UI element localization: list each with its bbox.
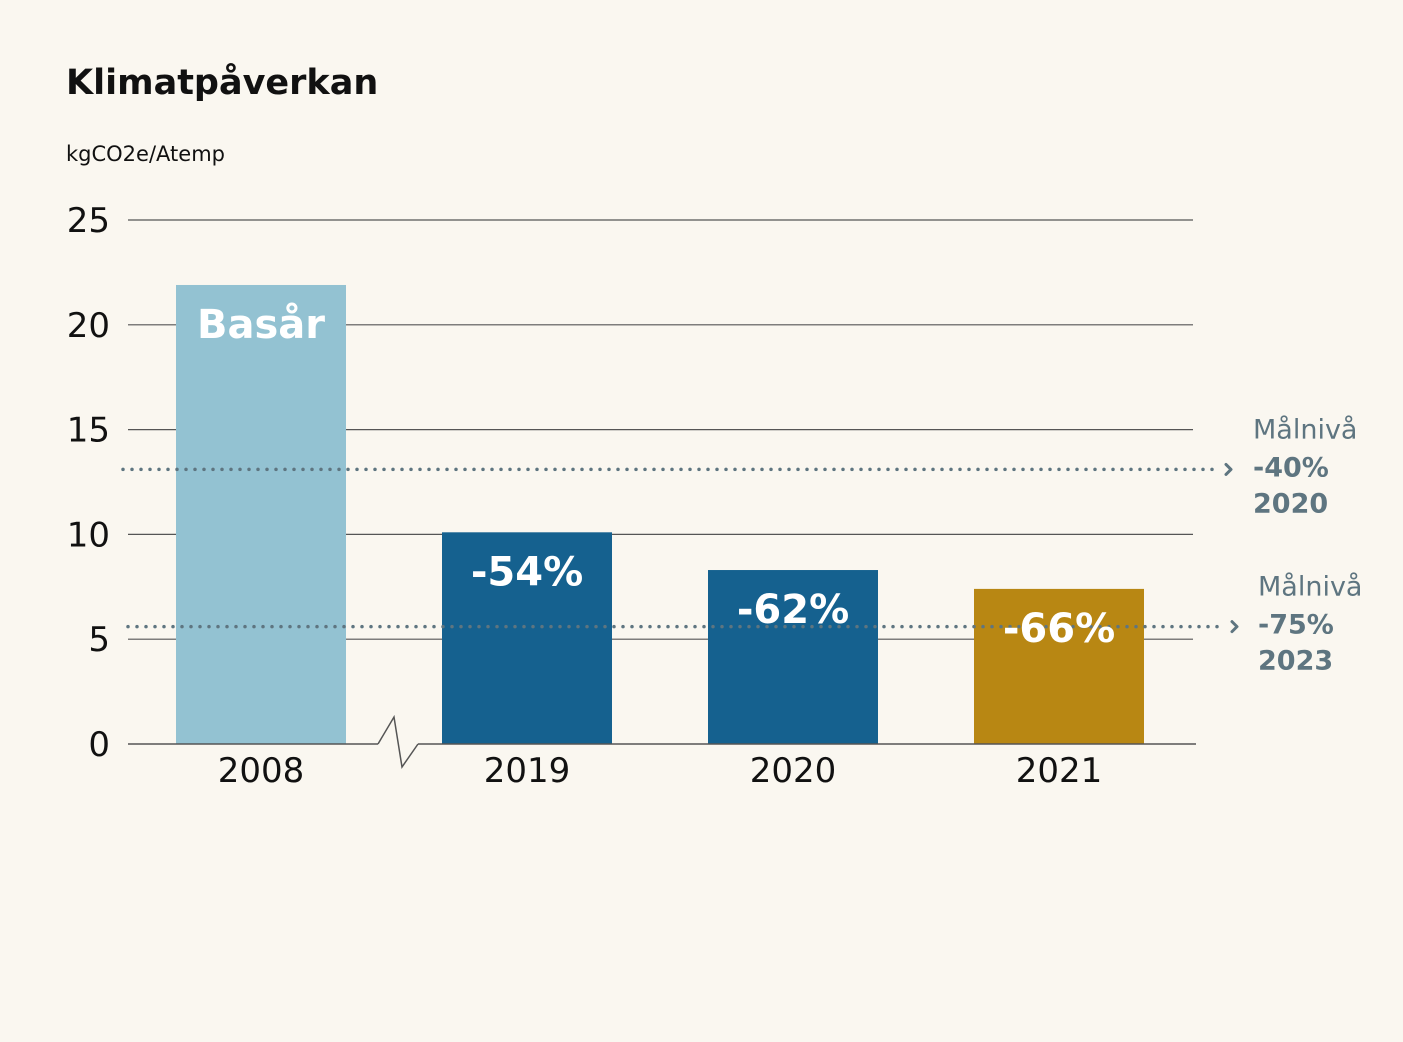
labels-layer: 0 5 10 15 20 25 2008 Basår 2019 -54% 2020 -62% 2021 -…	[67, 201, 1115, 791]
target-arrow	[1230, 620, 1239, 634]
y-tick-label: 10	[67, 515, 110, 555]
target-percent: -40%	[1253, 452, 1329, 483]
bar	[708, 570, 878, 744]
bar-data-label: -54%	[471, 549, 583, 595]
y-tick-label: 15	[67, 411, 110, 451]
bars-layer	[176, 284, 1144, 744]
y-tick-label: 20	[67, 306, 110, 346]
bar-data-label: -66%	[1003, 606, 1115, 652]
x-tick-label: 2021	[1016, 751, 1103, 791]
y-tick-label: 25	[67, 201, 110, 241]
axis-break	[377, 714, 419, 769]
y-tick-label: 5	[88, 620, 110, 660]
x-tick-label: 2008	[218, 751, 305, 791]
target-year: 2023	[1258, 646, 1333, 677]
targets-layer: Målnivå -40% 2020 Målnivå -75% 2023	[121, 414, 1362, 677]
y-tick-label: 0	[88, 725, 110, 765]
target-percent: -75%	[1258, 610, 1334, 641]
bar	[442, 532, 612, 744]
target-year: 2020	[1253, 488, 1328, 519]
bar	[176, 284, 346, 744]
axis-layer	[128, 714, 1196, 769]
target-arrow	[1224, 462, 1233, 476]
chart-title: Klimatpåverkan	[66, 62, 378, 103]
x-tick-label: 2019	[484, 751, 571, 791]
y-axis-label: kgCO2e/Atemp	[66, 142, 225, 166]
target-label: Målnivå	[1258, 572, 1362, 603]
x-tick-label: 2020	[750, 751, 837, 791]
bar-data-label: Basår	[197, 301, 325, 348]
bar-data-label: -62%	[737, 587, 849, 633]
bar	[974, 588, 1144, 744]
target-label: Målnivå	[1253, 414, 1357, 445]
